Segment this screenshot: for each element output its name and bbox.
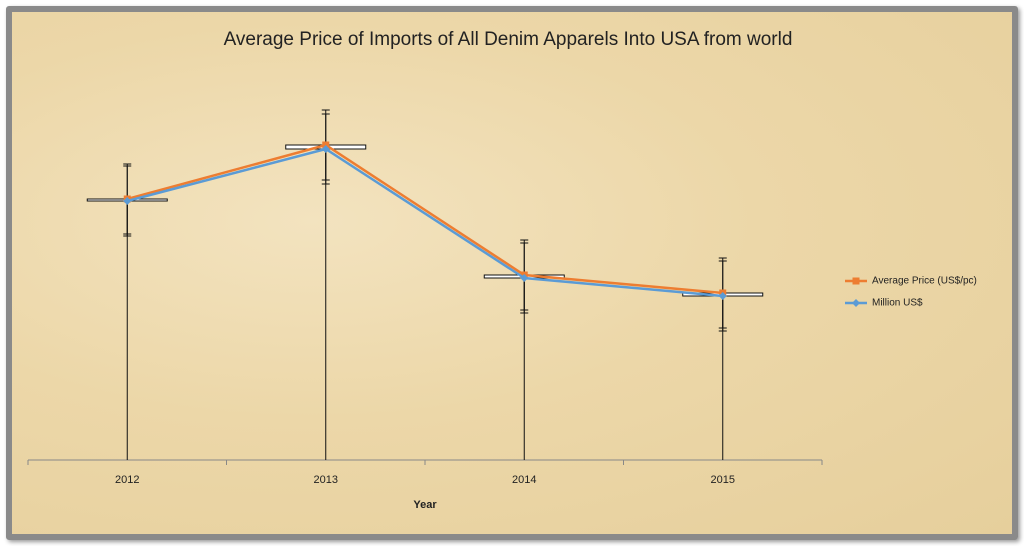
- series-line: [126, 143, 723, 295]
- series-line: [126, 147, 723, 298]
- marker: [718, 292, 727, 300]
- x-tick-label: 2012: [115, 474, 139, 486]
- x-tick-label: 2013: [314, 474, 338, 486]
- legend-label: Million US$: [872, 298, 923, 309]
- legend-label: Average Price (US$/pc): [872, 276, 977, 287]
- marker: [321, 145, 330, 153]
- x-tick-label: 2015: [711, 474, 735, 486]
- marker: [123, 197, 132, 205]
- legend-marker: [852, 277, 860, 285]
- legend-marker: [852, 299, 860, 307]
- chart-title: Average Price of Imports of All Denim Ap…: [224, 29, 793, 50]
- chart-frame: [6, 6, 1018, 540]
- x-tick-label: 2014: [512, 474, 536, 486]
- x-axis-label: Year: [413, 499, 437, 511]
- marker: [520, 274, 529, 282]
